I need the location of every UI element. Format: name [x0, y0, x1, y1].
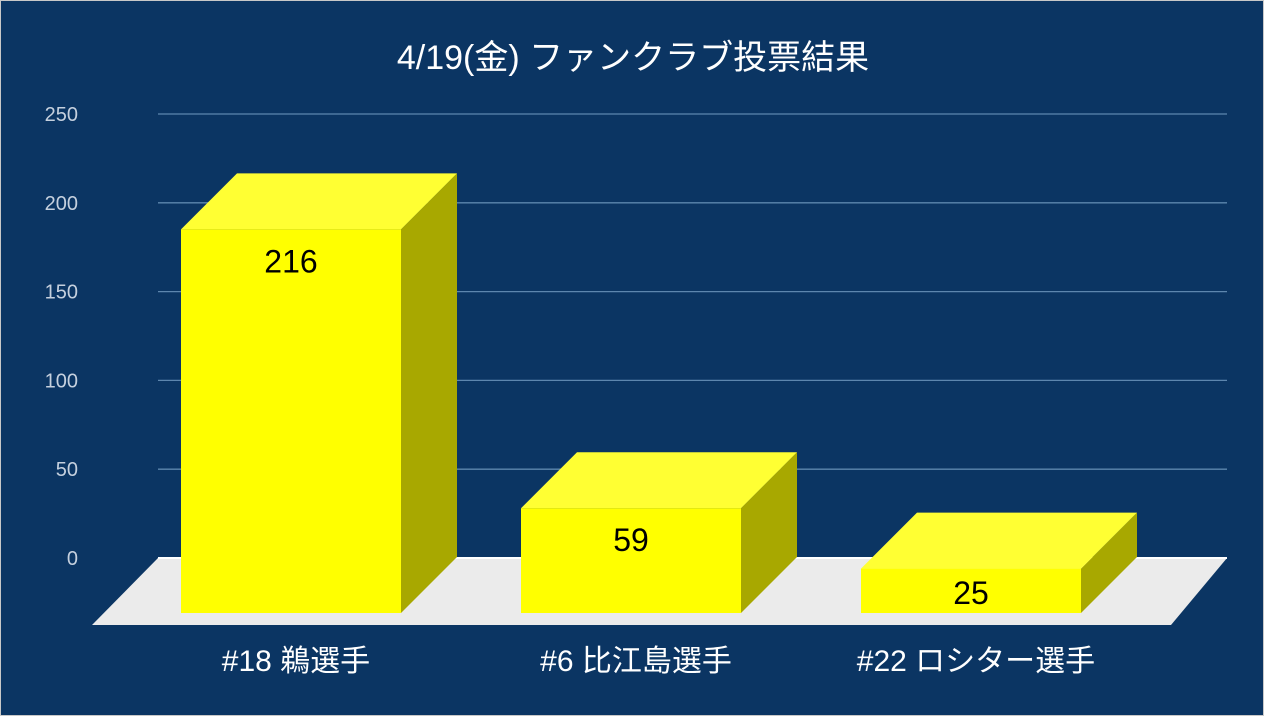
- category-label: #6 比江島選手: [540, 645, 732, 678]
- bar-top-face: [181, 173, 457, 230]
- bar: [861, 568, 1081, 613]
- category-label: #18 鵜選手: [222, 645, 370, 678]
- bar: [181, 229, 401, 613]
- bar-side-face: [1081, 512, 1137, 613]
- y-axis-tick-layer: 0 50 100 150 200 250: [45, 104, 78, 570]
- bar-layer: [181, 173, 1137, 613]
- y-tick-label: 200: [45, 193, 78, 215]
- data-label: 25: [953, 575, 989, 611]
- y-tick-label: 150: [45, 282, 78, 304]
- bar-side-face: [741, 452, 797, 613]
- y-tick-label: 0: [67, 548, 78, 570]
- data-label: 59: [613, 522, 649, 558]
- bar-top-face: [861, 512, 1137, 569]
- chart-title: 4/19(金) ファンクラブ投票結果: [397, 39, 869, 77]
- category-label: #22 ロシター選手: [857, 645, 1095, 678]
- bar-side-face: [401, 173, 457, 613]
- bar-group: [861, 512, 1137, 613]
- y-tick-label: 100: [45, 370, 78, 392]
- y-tick-label: 250: [45, 104, 78, 126]
- data-label: 216: [264, 243, 317, 279]
- category-label-layer: #18 鵜選手 #6 比江島選手 #22 ロシター選手: [222, 645, 1095, 678]
- data-label-layer: 216 59 25: [264, 243, 988, 611]
- bar-group: [181, 173, 457, 613]
- y-tick-label: 50: [56, 459, 78, 481]
- bar-top-face: [521, 452, 797, 509]
- bar-group: [521, 452, 797, 613]
- bar: [521, 508, 741, 613]
